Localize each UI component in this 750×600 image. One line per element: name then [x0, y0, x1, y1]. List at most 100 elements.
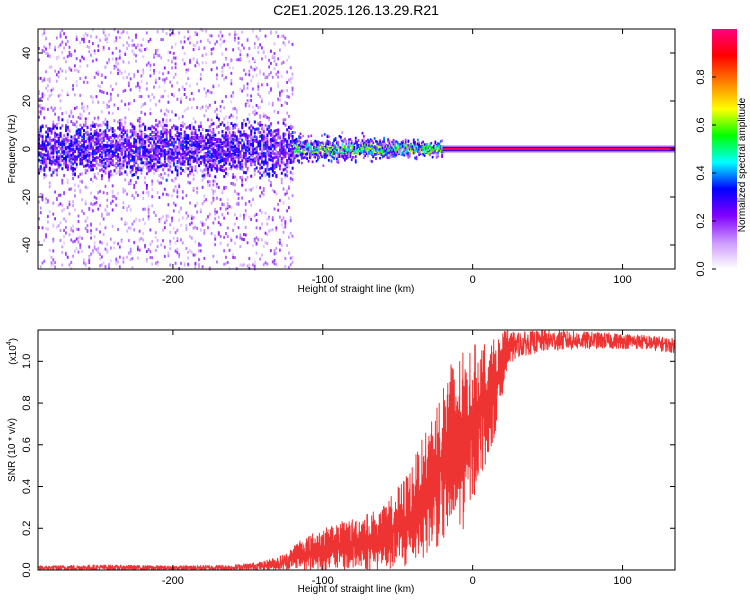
spectrogram-cell [66, 179, 69, 183]
spectrogram-cell [81, 114, 83, 118]
spectrogram-cell [308, 146, 311, 150]
spectrogram-cell [124, 122, 127, 126]
spectrogram-cell [201, 146, 204, 150]
spectrogram-cell [194, 64, 197, 68]
spectrogram-cell [252, 110, 254, 114]
spectrogram-cell [219, 155, 222, 159]
spectrogram-cell [194, 144, 197, 148]
spectrogram-cell [288, 161, 291, 165]
spectrogram-cell [111, 208, 114, 212]
spectrogram-cell [235, 135, 238, 139]
spectrogram-cell [259, 257, 262, 261]
spectrogram-cell [48, 65, 51, 69]
spectrogram-cell [250, 188, 253, 192]
spectrogram-cell [185, 157, 188, 161]
spectrogram-cell [201, 128, 204, 132]
spectrogram-cell [99, 222, 101, 226]
spectrogram-cell [253, 264, 256, 268]
spectrogram-cell [82, 105, 85, 109]
spectrogram-cell [156, 48, 159, 52]
spectrogram-cell [243, 84, 245, 88]
spectrogram-cell [90, 34, 92, 38]
spectrogram-cell [79, 59, 82, 63]
spectrogram-cell [252, 244, 254, 248]
spectrogram-cell [120, 172, 123, 176]
spectrogram-cell [117, 71, 119, 75]
spectrogram-cell [318, 141, 321, 144]
spectrogram-cell [68, 50, 71, 54]
spectrogram-cell [373, 146, 376, 149]
spectrogram-cell [122, 135, 125, 139]
spectrogram-cell [201, 139, 204, 143]
spectrogram-cell [50, 145, 53, 149]
spectrogram-cell [225, 115, 227, 119]
spectrogram-cell [298, 139, 300, 143]
spectrogram-cell [298, 159, 300, 163]
spectrogram-cell [171, 216, 173, 220]
spectrogram-cell [70, 166, 73, 170]
spectrogram-cell [187, 162, 190, 166]
spectrogram-cell [237, 46, 240, 50]
spectrogram-cell [210, 187, 213, 191]
spectrogram-cell [84, 146, 87, 150]
spectrogram-cell [118, 158, 121, 162]
spectrogram-cell [171, 84, 173, 88]
spectrogram-cell [162, 72, 164, 76]
spectrogram-cell [241, 43, 244, 47]
spectrogram-cell [196, 150, 199, 154]
spectrogram-cell [219, 30, 222, 34]
spectrogram-cell [223, 140, 226, 144]
spectrogram-cell [106, 134, 109, 138]
spectrogram-cell [167, 168, 170, 172]
spectrogram-cell [151, 135, 154, 139]
spectrogram-cell [160, 130, 163, 134]
spectrogram-cell [84, 164, 87, 168]
spectrogram-cell [39, 151, 42, 155]
spectrogram-cell [144, 133, 146, 137]
spectrogram-cell [192, 177, 195, 181]
spectrogram-cell [151, 195, 154, 199]
spectrogram-cell [205, 136, 208, 140]
spectrogram-cell [149, 250, 152, 254]
spectrogram-cell [46, 53, 49, 57]
spectrogram-cell [82, 129, 85, 133]
spectrogram-cell [383, 147, 385, 151]
spectrogram-cell [257, 37, 260, 41]
spectrogram-cell [319, 142, 322, 145]
spectrogram-cell [289, 256, 292, 260]
spectrogram-cell [362, 142, 365, 145]
spectrogram-cell [192, 152, 195, 156]
spectrogram-cell [64, 153, 67, 157]
spectrogram-cell [158, 151, 161, 155]
spectrogram-cell [280, 34, 283, 38]
spectrogram-cell [158, 85, 161, 89]
spectrogram-cell [147, 144, 150, 148]
spectrogram-cell [154, 235, 157, 239]
spectrogram-cell [52, 159, 55, 163]
spectrogram-cell [52, 237, 55, 241]
spectrogram-cell [291, 72, 294, 76]
spectrogram-cell [135, 131, 137, 135]
spectrogram-cell [142, 152, 145, 156]
spectrogram-cell [153, 167, 155, 171]
spectrogram-cell [111, 150, 114, 154]
spectrogram-cell [348, 145, 350, 149]
spectrogram-cell [228, 205, 231, 209]
spectrogram-cell [266, 168, 269, 172]
spectrogram-cell [259, 115, 262, 119]
spectrogram-cell [54, 149, 57, 153]
spectrogram-cell [270, 158, 273, 162]
spectrogram-cell [46, 153, 49, 157]
spectrogram-cell [167, 141, 170, 145]
spectrogram-cell [248, 188, 251, 192]
spectrogram-cell [194, 139, 197, 143]
spectrogram-cell [310, 145, 313, 149]
spectrogram-cell [43, 168, 46, 172]
spectrogram-cell [91, 150, 94, 154]
spectrogram-cell [140, 74, 143, 78]
spectrogram-cell [93, 157, 96, 161]
spectrogram-cell [237, 148, 240, 152]
spectrogram-cell [79, 77, 82, 81]
spectrogram-cell [72, 200, 74, 204]
spectrogram-cell [122, 165, 125, 169]
